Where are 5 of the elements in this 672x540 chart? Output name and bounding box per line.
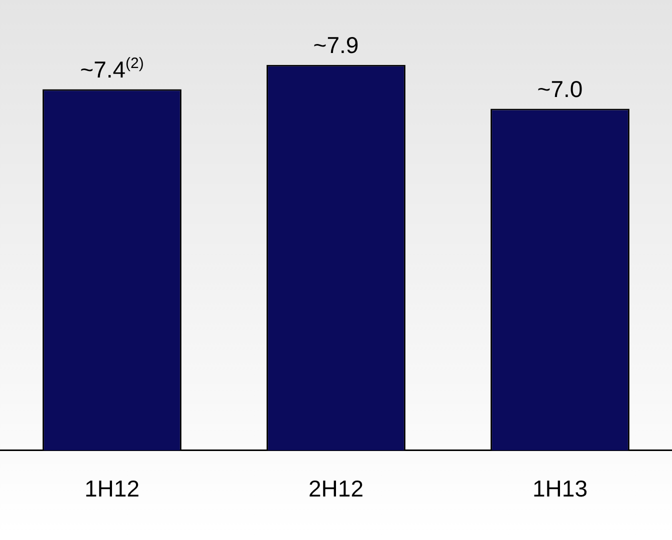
- data-label: ~7.0: [537, 76, 583, 102]
- x-tick-label: 2H12: [308, 476, 364, 502]
- data-label: ~7.9: [313, 32, 359, 58]
- x-tick-label: 1H12: [84, 476, 140, 502]
- x-tick-label: 1H13: [532, 476, 588, 502]
